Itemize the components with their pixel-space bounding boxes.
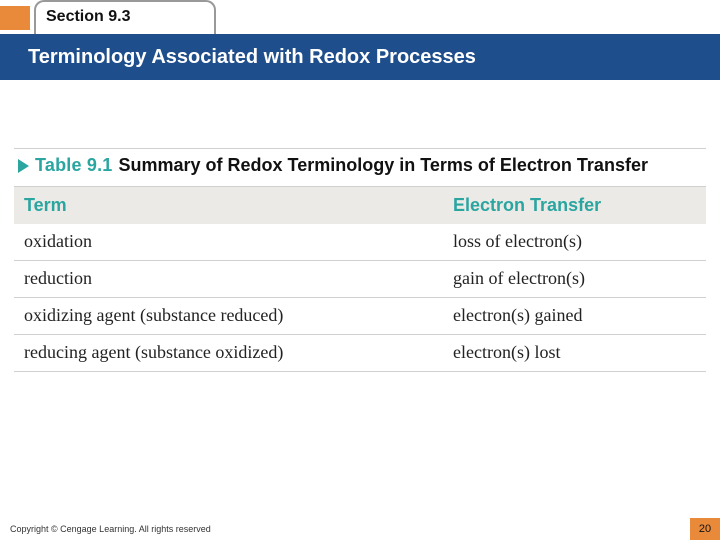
table-label: Table 9.1: [35, 155, 113, 176]
accent-box: [0, 6, 30, 30]
col-header-term: Term: [14, 187, 443, 224]
col-header-electron-transfer: Electron Transfer: [443, 187, 706, 224]
cell-transfer: electron(s) lost: [443, 335, 706, 371]
table-row: oxidation loss of electron(s): [14, 224, 706, 261]
cell-term: oxidation: [14, 224, 443, 260]
cell-transfer: gain of electron(s): [443, 261, 706, 297]
slide: Section 9.3 Terminology Associated with …: [0, 0, 720, 540]
table-caption: Table 9.1 Summary of Redox Terminology i…: [14, 149, 706, 187]
section-tab: Section 9.3: [34, 0, 216, 34]
cell-term: reduction: [14, 261, 443, 297]
copyright-text: Copyright © Cengage Learning. All rights…: [10, 524, 211, 534]
cell-transfer: electron(s) gained: [443, 298, 706, 334]
table-row: reduction gain of electron(s): [14, 261, 706, 298]
page-number: 20: [690, 518, 720, 540]
redox-table: Table 9.1 Summary of Redox Terminology i…: [14, 148, 706, 372]
table-header-row: Term Electron Transfer: [14, 187, 706, 224]
cell-term: reducing agent (substance oxidized): [14, 335, 443, 371]
table-title: Summary of Redox Terminology in Terms of…: [119, 155, 648, 176]
triangle-icon: [18, 159, 29, 173]
section-label: Section 9.3: [46, 8, 130, 25]
title-bar: Terminology Associated with Redox Proces…: [0, 34, 720, 80]
cell-term: oxidizing agent (substance reduced): [14, 298, 443, 334]
table-body: oxidation loss of electron(s) reduction …: [14, 224, 706, 372]
table-row: oxidizing agent (substance reduced) elec…: [14, 298, 706, 335]
slide-title: Terminology Associated with Redox Proces…: [28, 46, 476, 69]
cell-transfer: loss of electron(s): [443, 224, 706, 260]
table-row: reducing agent (substance oxidized) elec…: [14, 335, 706, 372]
